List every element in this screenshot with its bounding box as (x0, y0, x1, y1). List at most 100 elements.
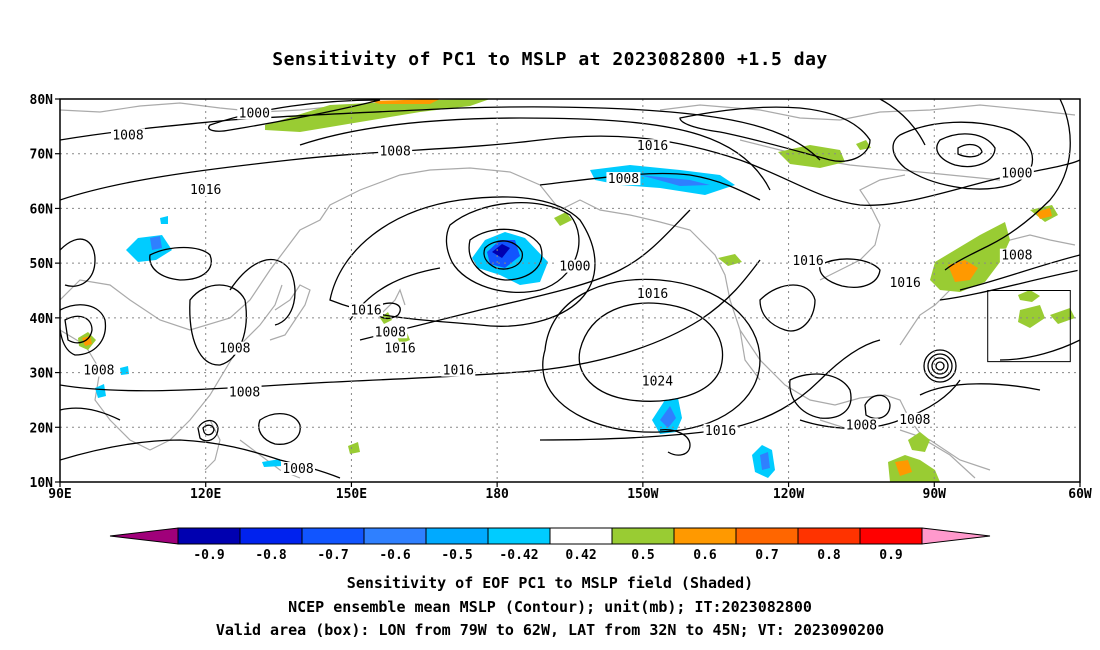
contour-label: 1016 (350, 303, 381, 318)
colorbar-tick-label: -0.7 (317, 548, 348, 563)
colorbar-swatch (177, 527, 241, 545)
contour-label-bg (999, 248, 1034, 262)
contour-labels: 1000 1008 1008 1016 1008 1016 1000 1016 1008 1016… (81, 106, 1100, 477)
valid-area-box (987, 290, 1071, 363)
lon-tick-label: 60W (1068, 487, 1092, 502)
contour-label: 1016 (792, 254, 823, 269)
contour-label-bg (378, 144, 413, 158)
colorbar-tick-label: 0.7 (755, 548, 778, 563)
contour-label-bg (791, 254, 825, 268)
lon-tick-label: 90E (48, 487, 71, 502)
contour-label: 1008 (608, 172, 639, 187)
colorbar-swatch (611, 527, 675, 545)
caption-line-1: Sensitivity of EOF PC1 to MSLP field (Sh… (346, 574, 754, 592)
lat-tick-label: 80N (30, 93, 54, 108)
contour-label-bg (557, 259, 592, 273)
lat-tick-label: 30N (30, 367, 54, 382)
contour-label: 1008 (899, 413, 930, 428)
contour-label: 1008 (846, 418, 877, 433)
colorbar-swatch (425, 527, 489, 545)
contour-label-bg (635, 286, 670, 300)
contour-label: 1008 (83, 364, 114, 379)
contour-label-bg (188, 183, 223, 197)
lon-tick-label: 150E (336, 487, 367, 502)
contour-label: 1000 (1001, 167, 1032, 182)
colorbar-tick-label: 0.9 (879, 548, 902, 563)
contour-label-bg (237, 106, 272, 120)
colorbar-tick-label: -0.6 (379, 548, 410, 563)
colorbar-high-arrow (921, 527, 991, 545)
colorbar-swatch (301, 527, 365, 545)
lat-tick-label: 20N (30, 421, 54, 436)
contour-label-bg (999, 166, 1034, 180)
contour-label-bg (373, 325, 408, 339)
contour-label: 1008 (282, 462, 313, 477)
colorbar-swatch (239, 527, 303, 545)
contour-label: 1000 (239, 106, 270, 121)
caption-line-3: Valid area (box): LON from 79W to 62W, L… (215, 621, 885, 639)
contour-label: 1016 (384, 342, 415, 357)
lat-tick-label: 50N (30, 257, 54, 272)
contour-label: 1008 (219, 342, 250, 357)
contour-label-bg (281, 462, 315, 476)
contour-label: 1000 (559, 260, 590, 275)
lat-tick-label: 60N (30, 202, 54, 217)
colorbar-swatch (549, 527, 613, 545)
contour-label-bg (1077, 265, 1080, 279)
lon-tick-label: 120W (773, 487, 804, 502)
colorbar-tick-label: 0.6 (693, 548, 717, 563)
contour-label: 1016 (190, 183, 221, 198)
colorbar-swatch (673, 527, 737, 545)
contour-label: 1016 (705, 424, 736, 439)
colorbar-tick-label: -0.5 (441, 548, 472, 563)
contour-label: 1016 (889, 276, 920, 291)
colorbar-tick-label: -0.42 (499, 548, 538, 563)
contour-label-bg (383, 341, 417, 355)
colorbar-swatch (859, 527, 923, 545)
map-frame (59, 98, 1081, 483)
contour-label-bg (349, 303, 383, 317)
contour-label: 1016 (637, 139, 668, 154)
contour-label: 1008 (112, 128, 143, 143)
contour-label-bg (111, 128, 145, 142)
contour-label-bg (888, 276, 923, 290)
contour-label-bg (897, 412, 932, 426)
colorbar-low-arrow (109, 527, 179, 545)
contour-label-bg (227, 385, 262, 399)
lon-tick-label: 90W (923, 487, 947, 502)
contour-label: 1008 (229, 385, 260, 400)
contour-label-bg (217, 341, 252, 355)
colorbar-swatch (363, 527, 427, 545)
contour-label: 1008 (1001, 249, 1032, 264)
lon-tick-label: 150W (627, 487, 658, 502)
contour-label: 1016 (443, 364, 474, 379)
contour-label-bg (703, 423, 738, 437)
contour-label: 1024 (642, 375, 673, 390)
colorbar-swatch (735, 527, 799, 545)
lon-tick-label: 180 (485, 487, 509, 502)
contour-label-bg (640, 374, 675, 388)
contour-label-bg (81, 363, 116, 377)
latitude-axis: 80N 70N 60N 50N 40N 30N 20N 10N (30, 93, 60, 491)
longitude-axis: 90E 120E 150E 180 150W 120W 90W 60W (48, 482, 1092, 502)
colorbar-swatch (487, 527, 551, 545)
contour-label: 1008 (379, 145, 410, 160)
lat-tick-label: 40N (30, 312, 54, 327)
colorbar: -0.9 -0.8 -0.7 -0.6 -0.5 -0.42 0.42 0.5 0.6 0.7 0.… (109, 527, 991, 563)
contour-label-bg (606, 172, 641, 186)
colorbar-tick-label: -0.9 (193, 548, 224, 563)
contour-label-bg (635, 139, 670, 153)
contour-label: 1016 (637, 287, 668, 302)
lat-tick-label: 70N (30, 148, 54, 163)
colorbar-tick-label: 0.8 (817, 548, 841, 563)
colorbar-tick-label: 0.42 (565, 548, 596, 563)
colorbar-swatch (797, 527, 861, 545)
lat-tick-label: 10N (30, 476, 54, 491)
colorbar-tick-label: 0.5 (631, 548, 654, 563)
contour-label: 1008 (375, 325, 406, 340)
colorbar-tick-label: -0.8 (255, 548, 286, 563)
contour-label: 1016 (1079, 265, 1100, 280)
contour-label-bg (441, 363, 476, 377)
lon-tick-label: 120E (190, 487, 221, 502)
